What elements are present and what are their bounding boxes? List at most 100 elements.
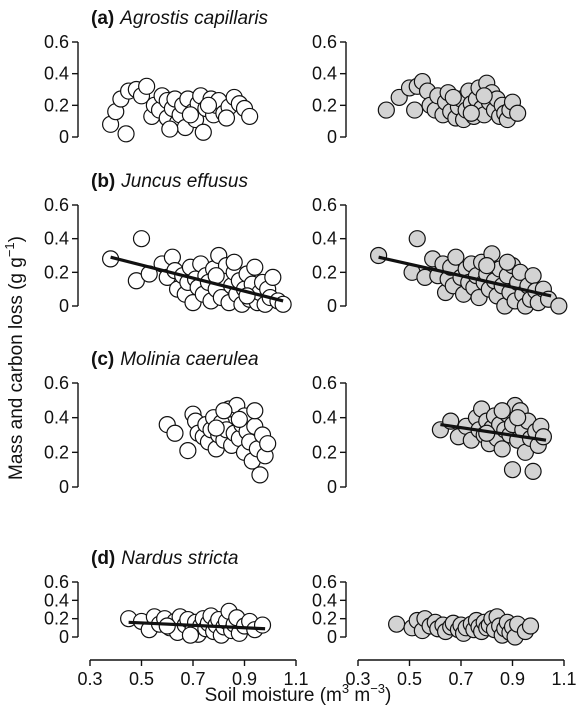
data-point [265,269,281,285]
data-point [525,268,541,284]
data-point [242,108,258,124]
y-tick-label: 0.6 [44,572,69,592]
y-tick-label: 0 [327,296,337,316]
data-point [535,429,551,445]
data-point [255,617,271,633]
panel-title: (c) Molinia caerulea [91,349,259,370]
y-tick-label: 0.2 [44,262,69,282]
data-point [260,436,276,452]
data-point [218,110,234,126]
data-point [200,97,216,113]
y-tick-label: 0 [327,127,337,147]
x-axis-title-sup2: −3 [370,681,385,696]
y-tick-label: 0.6 [44,373,69,393]
data-point [409,231,425,247]
y-tick-label: 0.6 [312,195,337,215]
data-point [208,420,224,436]
y-tick-label: 0.6 [44,195,69,215]
species-name: Nardus stricta [121,548,238,569]
y-tick-label: 0.4 [44,408,69,428]
panel-a-left: 0 0.2 0.4 0.6 (a) Agrostis capillaris [44,8,269,147]
y-tick-label: 0 [59,296,69,316]
species-name: Agrostis capillaris [119,8,268,29]
y-tick-label: 0.6 [312,373,337,393]
data-point [445,89,461,105]
data-point [505,462,521,478]
data-point [118,126,134,142]
data-point [525,463,541,479]
y-tick-label: 0.4 [312,229,337,249]
data-point [247,403,263,419]
panel-b-right: 0 0.2 0.4 0.6 [312,195,567,316]
data-point [371,248,387,264]
panel-d-left: 00.20.40.6 0.3 0.5 0.7 0.9 1.1 (d) Nardus stric… [44,548,309,689]
data-point [252,467,268,483]
x-axis-title-mid: m [349,685,370,706]
data-point [407,102,423,118]
y-tick-label: 0.4 [44,229,69,249]
panel-letter: (b) [91,171,115,192]
y-tick-label: 0 [59,127,69,147]
y-tick-label: 0.4 [312,64,337,84]
panel-title: (b) Juncus effusus [91,171,249,192]
y-tick-label: 0.6 [312,32,337,52]
x-axis-title: Soil moisture (m3 m−3) [205,681,392,706]
y-tick-label: 0 [59,627,69,647]
y-axis-title-end: ) [6,236,27,242]
data-point [389,616,405,632]
data-point [180,443,196,459]
data-point [139,78,155,94]
y-tick-label: 0 [59,477,69,497]
data-point [162,121,178,137]
data-point [479,258,495,274]
y-tick-label: 0.2 [44,442,69,462]
data-point [134,231,150,247]
y-tick-label: 0.6 [312,572,337,592]
panel-b-left: 0 0.2 0.4 0.6 (b) Juncus effusus [44,171,291,316]
x-axis-title-sup1: 3 [342,681,349,696]
data-point [510,410,526,426]
x-axis-title-main: Soil moisture (m [205,685,342,706]
panel-title: (a) Agrostis capillaris [91,8,269,29]
x-tick-label: 0.5 [129,669,154,689]
y-tick-label: 0.2 [312,95,337,115]
data-point [378,102,394,118]
data-point [510,105,526,121]
panel-a-right: 0 0.2 0.4 0.6 [312,32,526,147]
y-tick-label: 0.4 [312,590,337,610]
x-tick-label: 0.7 [448,669,473,689]
data-point [523,618,539,634]
y-axis-title-sup: −1 [2,242,17,257]
y-tick-label: 0.2 [312,262,337,282]
data-point [231,411,247,427]
x-axis-title-end: ) [385,685,391,706]
y-tick-label: 0.2 [44,609,69,629]
y-axis-title-main: Mass and carbon loss (g g [6,257,27,480]
y-tick-label: 0.4 [44,64,69,84]
x-tick-label: 0.3 [77,669,102,689]
y-tick-label: 0.2 [44,95,69,115]
y-tick-label: 0.4 [312,408,337,428]
data-point [167,425,183,441]
panel-title: (d) Nardus stricta [91,548,238,569]
panel-letter: (c) [91,349,114,370]
data-point [182,627,198,643]
data-point [195,124,211,140]
panel-letter: (a) [91,8,114,29]
data-point [247,259,263,275]
panel-letter: (d) [91,548,115,569]
x-tick-label: 0.5 [397,669,422,689]
data-point [551,298,567,314]
x-tick-label: 1.1 [551,669,576,689]
data-point [216,403,232,419]
data-point [463,105,479,121]
data-point [499,254,515,270]
y-tick-label: 0.6 [44,32,69,52]
panel-c-left: 0 0.2 0.4 0.6 (c) Molinia caerulea [44,349,276,497]
y-tick-label: 0.4 [44,590,69,610]
data-point [476,88,492,104]
data-point [182,107,198,123]
data-point [494,403,510,419]
panel-c-right: 0 0.2 0.4 0.6 [312,373,551,497]
